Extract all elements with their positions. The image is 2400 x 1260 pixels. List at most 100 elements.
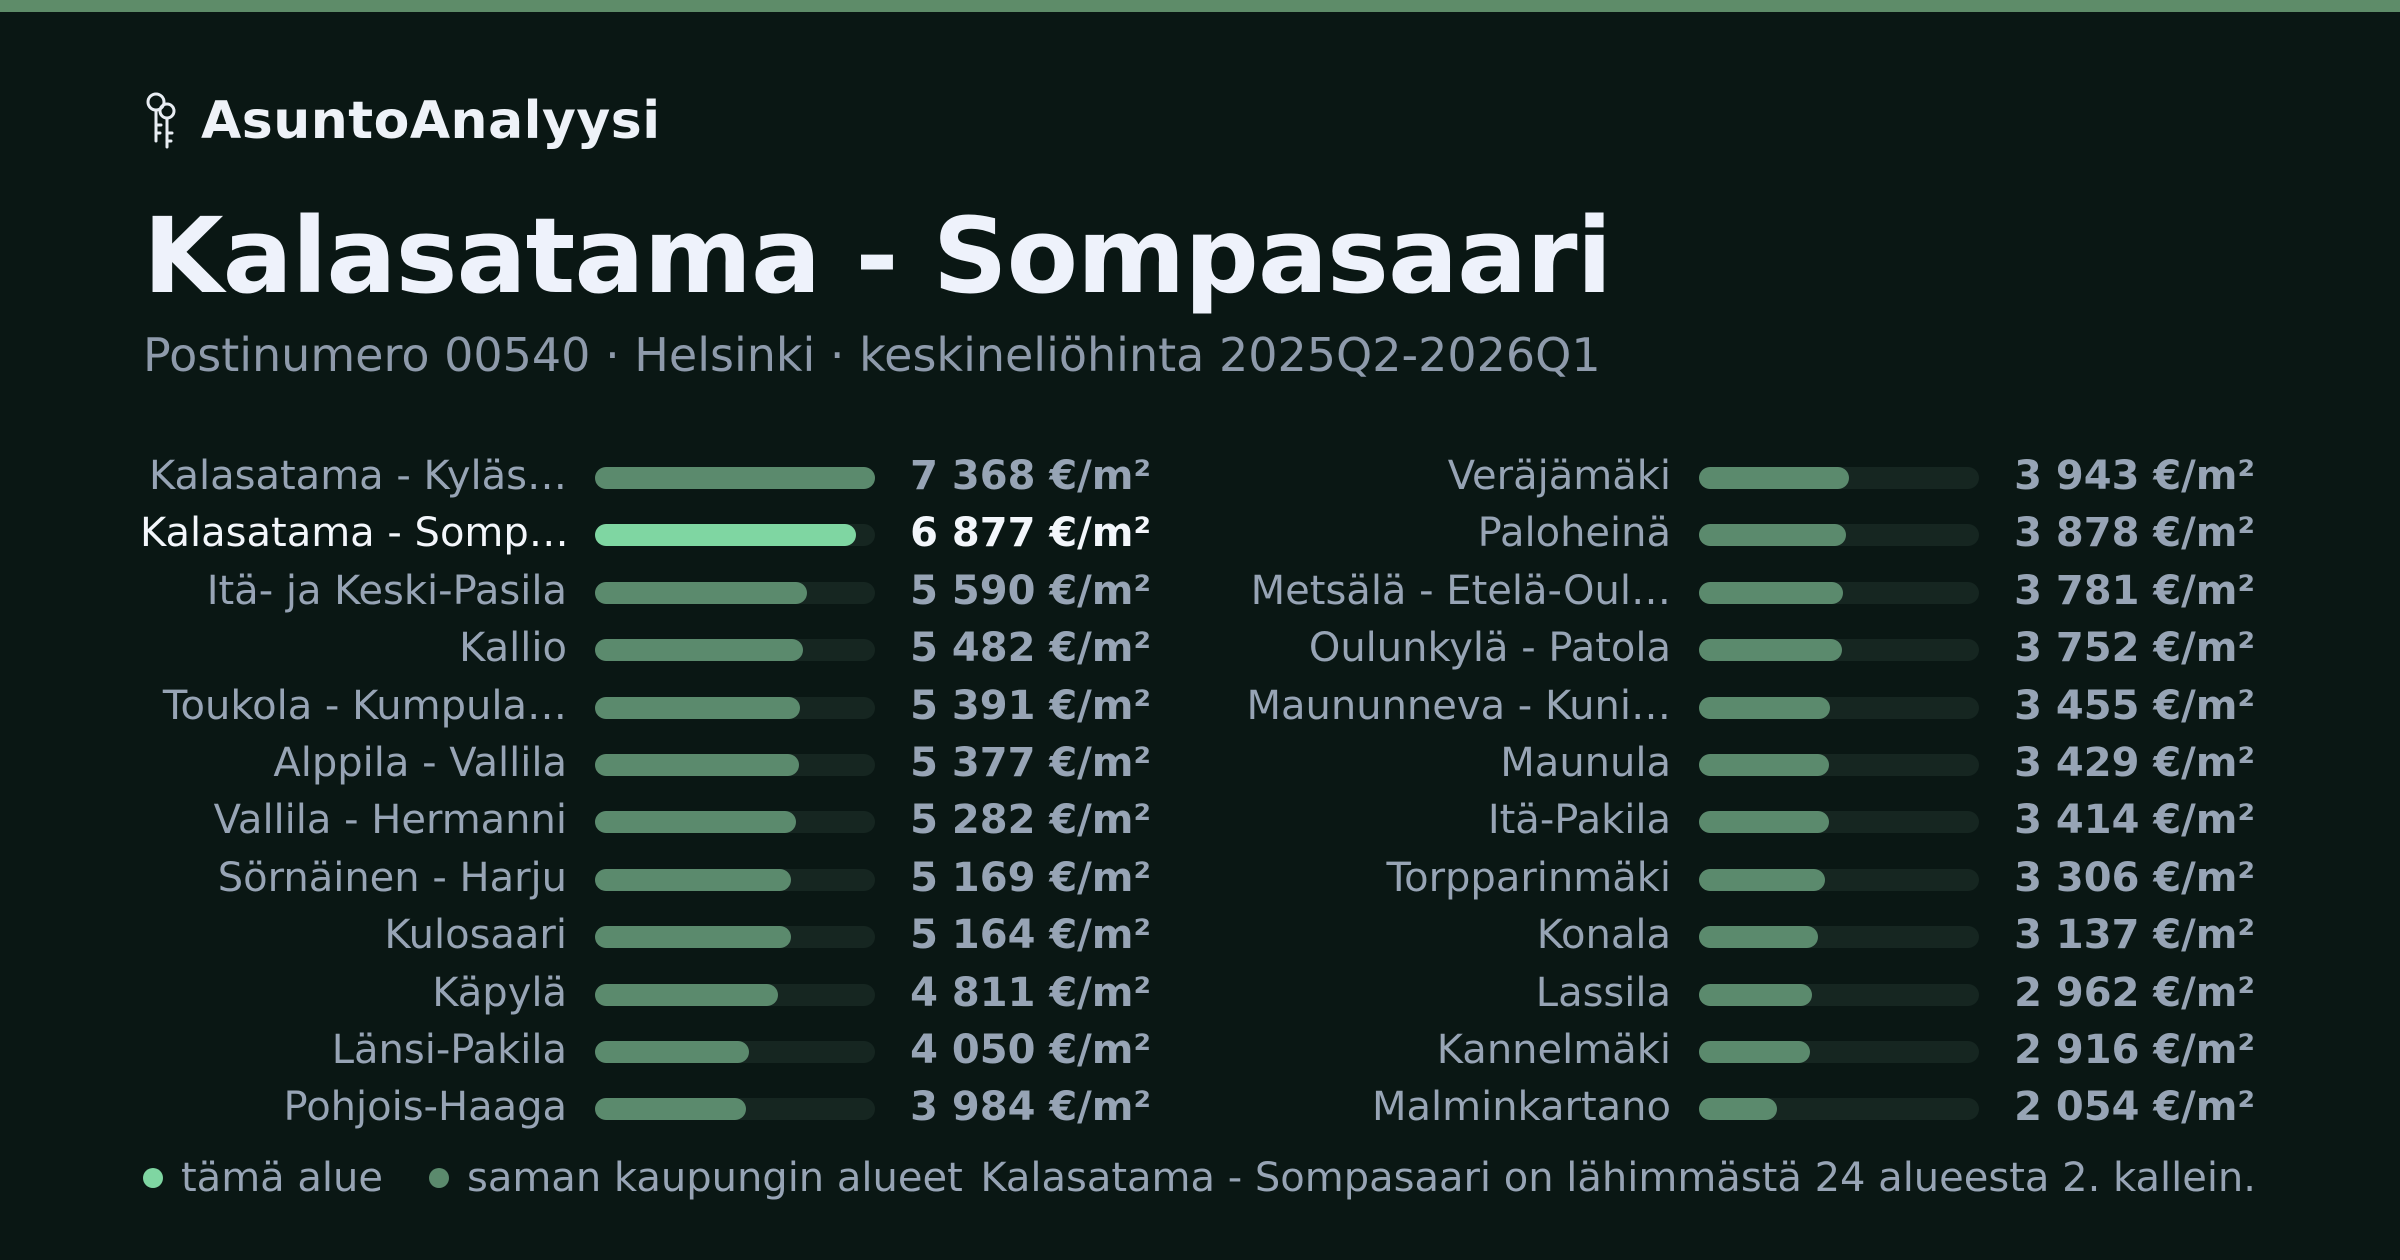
bar: [1699, 467, 1849, 489]
legend-item-others: saman kaupungin alueet: [428, 1155, 963, 1201]
bar-category-label: Kallio: [459, 625, 567, 672]
bar-category-label: Sörnäinen - Harju: [217, 854, 567, 901]
bar-value-label: 6 877 €/m²: [910, 510, 1151, 557]
bar: [1699, 524, 1847, 547]
bar: [595, 1098, 747, 1121]
bar-track: [595, 868, 875, 891]
bar-track: [595, 581, 875, 604]
bar: [595, 811, 796, 834]
bar: [1699, 1040, 1810, 1063]
bar-value-label: 5 169 €/m²: [910, 854, 1151, 901]
bar-category-label: Torpparinmäki: [1386, 854, 1671, 901]
bar-category-label: Paloheinä: [1477, 510, 1671, 557]
page-title: Kalasatama - Sompasaari: [143, 195, 1612, 317]
bar-category-label: Itä-Pakila: [1487, 797, 1671, 844]
bar-category-label: Kalasatama - Kyläs…: [148, 453, 567, 499]
bar-category-label: Maununneva - Kuni…: [1246, 682, 1672, 729]
bar: [595, 753, 800, 776]
bar-value-label: 5 377 €/m²: [910, 739, 1151, 786]
bar: [595, 696, 800, 719]
bar-category-label: Maunula: [1500, 739, 1671, 786]
bar-category-label: Lassila: [1535, 969, 1671, 1016]
bar-value-label: 4 050 €/m²: [910, 1026, 1151, 1073]
bar: [1699, 696, 1831, 719]
bar-value-label: 3 943 €/m²: [2014, 453, 2255, 499]
bar: [595, 467, 875, 489]
bar-category-label: Länsi-Pakila: [331, 1026, 567, 1073]
bar-track: [595, 1040, 875, 1063]
brand: AsuntoAnalyysi: [143, 88, 661, 154]
ranking-footnote: Kalasatama - Sompasaari on lähimmästä 24…: [980, 1155, 2256, 1201]
bar-value-label: 3 137 €/m²: [2014, 912, 2255, 959]
bar-value-label: 3 878 €/m²: [2014, 510, 2255, 557]
bar-category-label: Kalasatama - Somp…: [140, 510, 567, 557]
bar-category-label: Oulunkylä - Patola: [1308, 625, 1671, 672]
bar-track: [595, 811, 875, 834]
bar-value-label: 3 752 €/m²: [2014, 625, 2255, 672]
bar: [1699, 868, 1825, 891]
bar-category-label: Käpylä: [432, 969, 567, 1016]
bar-value-label: 2 916 €/m²: [2014, 1026, 2255, 1073]
bar-value-label: 3 429 €/m²: [2014, 739, 2255, 786]
bar: [595, 868, 792, 891]
bar-category-label: Alppila - Vallila: [273, 739, 567, 786]
bar-value-label: 3 455 €/m²: [2014, 682, 2255, 729]
bar-track: [1699, 467, 1979, 489]
legend-label-others: saman kaupungin alueet: [466, 1155, 963, 1201]
bar-track: [1699, 639, 1979, 662]
bar: [1699, 581, 1843, 604]
bar: [1699, 639, 1842, 662]
legend-item-current: tämä alue: [143, 1155, 383, 1201]
page-subtitle: Postinumero 00540 · Helsinki · keskineli…: [143, 328, 1601, 382]
bar-value-label: 3 781 €/m²: [2014, 567, 2255, 614]
bar: [595, 639, 804, 662]
bar-track: [595, 983, 875, 1006]
bar: [1699, 926, 1819, 949]
bar-track: [595, 467, 875, 489]
bar-category-label: Kulosaari: [384, 912, 567, 959]
bar-track: [595, 696, 875, 719]
bar-value-label: 3 984 €/m²: [910, 1084, 1151, 1131]
bar-track: [1699, 524, 1979, 547]
bar-track: [1699, 983, 1979, 1006]
bar-track: [1699, 1040, 1979, 1063]
bar-value-label: 5 391 €/m²: [910, 682, 1151, 729]
legend-label-current: tämä alue: [181, 1155, 383, 1201]
keys-icon: [146, 92, 176, 149]
bar: [595, 581, 808, 604]
bar: [1699, 811, 1829, 834]
bar: [1699, 983, 1812, 1006]
top-accent-bar: [0, 0, 2400, 12]
bar-value-label: 5 590 €/m²: [910, 567, 1151, 614]
bar-value-label: 4 811 €/m²: [910, 969, 1151, 1016]
bar-value-label: 2 054 €/m²: [2014, 1084, 2255, 1131]
bar-track: [1699, 1098, 1979, 1121]
legend-dot-others: [428, 1168, 449, 1188]
bar-value-label: 5 282 €/m²: [910, 797, 1151, 844]
bar-category-label: Konala: [1536, 912, 1671, 959]
bar: [595, 926, 792, 949]
bar-track: [1699, 581, 1979, 604]
bar-track: [595, 753, 875, 776]
bar-category-label: Veräjämäki: [1447, 453, 1671, 499]
bar-value-label: 7 368 €/m²: [910, 453, 1151, 499]
bar-category-label: Pohjois-Haaga: [283, 1084, 568, 1131]
bar-track: [595, 926, 875, 949]
bar: [1699, 1098, 1778, 1121]
bar-category-label: Malminkartano: [1371, 1084, 1671, 1131]
bar-track: [1699, 811, 1979, 834]
bar: [595, 524, 857, 547]
bar: [595, 1040, 749, 1063]
bar-value-label: 3 414 €/m²: [2014, 797, 2255, 844]
bar-track: [1699, 753, 1979, 776]
bar-category-label: Kannelmäki: [1436, 1026, 1671, 1073]
bar-value-label: 5 164 €/m²: [910, 912, 1151, 959]
bar-category-label: Itä- ja Keski-Pasila: [206, 567, 567, 614]
bar-track: [595, 524, 875, 547]
bar-track: [1699, 926, 1979, 949]
bar-track: [1699, 696, 1979, 719]
legend-dot-current: [143, 1168, 163, 1188]
bar-category-label: Vallila - Hermanni: [213, 797, 567, 844]
bar-value-label: 3 306 €/m²: [2014, 854, 2255, 901]
bar-track: [1699, 868, 1979, 891]
